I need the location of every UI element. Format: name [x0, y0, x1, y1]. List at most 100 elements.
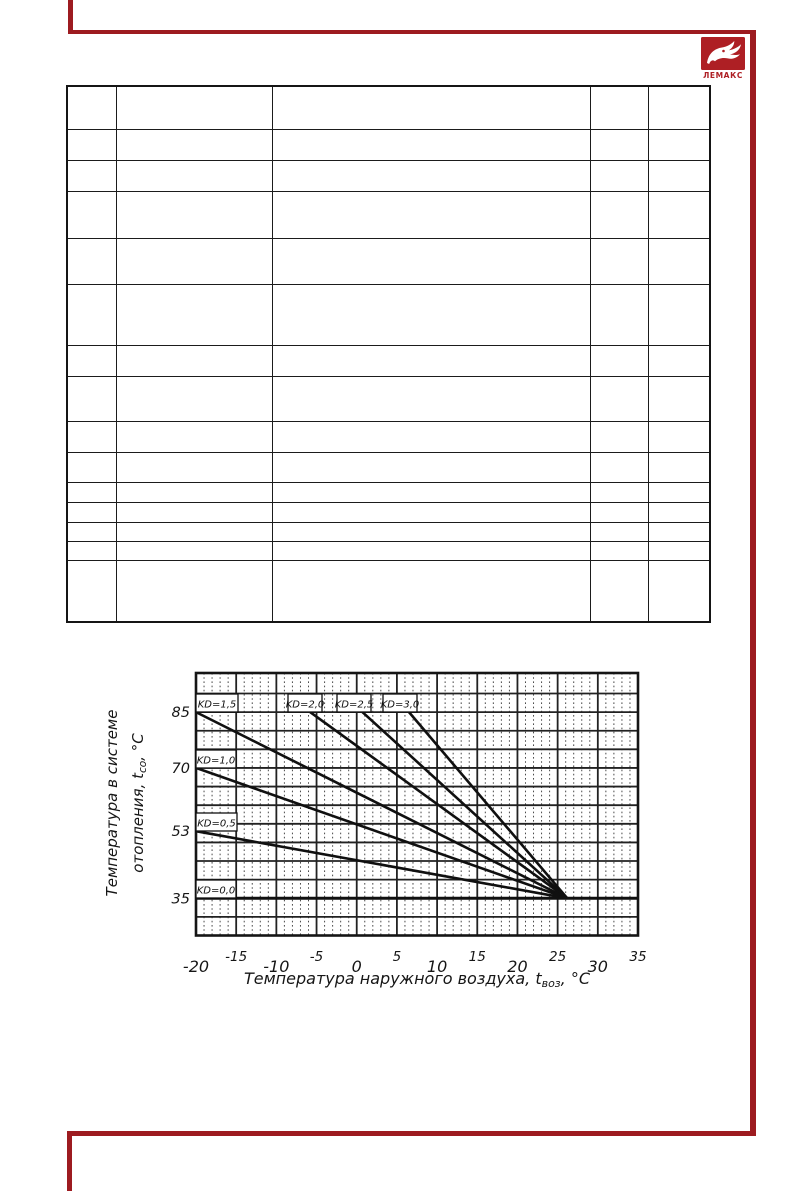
frame-left-bottom-stub [67, 1131, 72, 1191]
frame-bottom-border [67, 1131, 756, 1136]
x-tick-label: 35 [629, 949, 646, 965]
table-cell [117, 542, 273, 561]
x-tick-label: 25 [549, 949, 566, 965]
x-tick-label: 20 [507, 957, 527, 976]
curve-KD=3,0 [408, 711, 569, 900]
curve-label-box [195, 693, 239, 713]
table-cell [68, 523, 117, 542]
table-cell [68, 285, 117, 346]
table-cell [68, 542, 117, 561]
table-cell [591, 285, 649, 346]
table-cell [273, 503, 591, 523]
curve-label-box [195, 812, 238, 832]
table-cell [649, 285, 709, 346]
table-cell [68, 453, 117, 483]
table-cell [273, 483, 591, 503]
table-cell [649, 453, 709, 483]
table-cell [273, 285, 591, 346]
frame-top-border [68, 30, 756, 34]
table-cell [68, 561, 117, 621]
curve-label-text: KD=1,0 [197, 756, 236, 767]
curve-labels: KD=1,5 KD=2,0 KD=2,5 KD=3,0 KD=1,0 KD=0,5 KD=0… [195, 693, 420, 899]
table-cell [649, 192, 709, 239]
curve-label-box [195, 879, 237, 899]
table-cell [591, 422, 649, 453]
table-cell [649, 130, 709, 161]
y-tick-label: 70 [172, 761, 190, 777]
x-tick-label: 5 [393, 949, 402, 965]
table-cell [68, 130, 117, 161]
table-cell [117, 377, 273, 422]
table-cell [591, 523, 649, 542]
table-cell [68, 161, 117, 192]
table-cell [117, 192, 273, 239]
table-cell [273, 561, 591, 621]
x-axis-tick-labels: -20 -15 -10 -5 0 5 10 15 20 25 30 35 [183, 949, 647, 976]
table-cell [68, 422, 117, 453]
lemax-logo-square [701, 37, 745, 70]
curve-KD=2,5 [361, 711, 569, 900]
table-cell [649, 346, 709, 377]
table-cell [117, 87, 273, 130]
table-cell [68, 377, 117, 422]
lemax-panther-icon [701, 37, 745, 70]
y-axis-title-line2: отопления, tсо, °C [129, 733, 149, 873]
x-tick-label: 15 [469, 949, 486, 965]
table-cell [117, 561, 273, 621]
table-cell [591, 161, 649, 192]
table-cell [591, 561, 649, 621]
curve-KD=1,0 [195, 766, 568, 900]
table-cell [273, 542, 591, 561]
table-cell [591, 192, 649, 239]
x-axis-title: Температура наружного воздуха, tвоз, °C [244, 969, 591, 990]
table-cell [649, 377, 709, 422]
table-cell [591, 377, 649, 422]
curve-label-text: KD=0,0 [197, 886, 236, 897]
table-cell [68, 503, 117, 523]
heating-curves-chart: KD=1,5 KD=2,0 KD=2,5 KD=3,0 KD=1,0 KD=0,5 KD=0… [103, 671, 647, 990]
lemax-logo: ЛЕМАКС [700, 37, 746, 80]
table-cell [117, 130, 273, 161]
table-cell [68, 87, 117, 130]
table-cell [117, 346, 273, 377]
table-cell [273, 346, 591, 377]
plot-border [194, 671, 640, 937]
table-cell [68, 346, 117, 377]
table-cell [68, 239, 117, 285]
table-cell [68, 483, 117, 503]
x-tick-label: 30 [588, 957, 608, 976]
curve-label-text: KD=3,0 [381, 700, 420, 711]
curve-label-text: KD=2,5 [335, 700, 374, 711]
grid-major-horizontal [196, 692, 638, 918]
table-cell [68, 192, 117, 239]
curve-KD=0,5 [195, 829, 568, 900]
table-cell [649, 523, 709, 542]
table-cell [117, 483, 273, 503]
table-cell [273, 239, 591, 285]
table-cell [649, 422, 709, 453]
table-cell [117, 422, 273, 453]
table-cell [273, 422, 591, 453]
table-cell [273, 87, 591, 130]
table-cell [591, 346, 649, 377]
y-axis-title-line1: Температура в системе [103, 710, 121, 897]
table-cell [591, 87, 649, 130]
table-cell [649, 161, 709, 192]
curve-KD=2,0 [309, 711, 569, 900]
curve-label-box [195, 749, 237, 769]
logo-brand-text: ЛЕМАКС [703, 71, 743, 80]
curve-label-box [336, 693, 372, 713]
table-cell [591, 542, 649, 561]
table-cell [273, 377, 591, 422]
curve-label-box [382, 693, 418, 713]
table-cell [273, 192, 591, 239]
x-tick-label: 0 [352, 957, 362, 976]
table-cell [591, 453, 649, 483]
table-cell [649, 503, 709, 523]
table-cell [649, 239, 709, 285]
x-tick-label: -5 [310, 949, 323, 965]
table-cell [273, 161, 591, 192]
table-cell [117, 503, 273, 523]
y-tick-label: 53 [172, 824, 190, 840]
